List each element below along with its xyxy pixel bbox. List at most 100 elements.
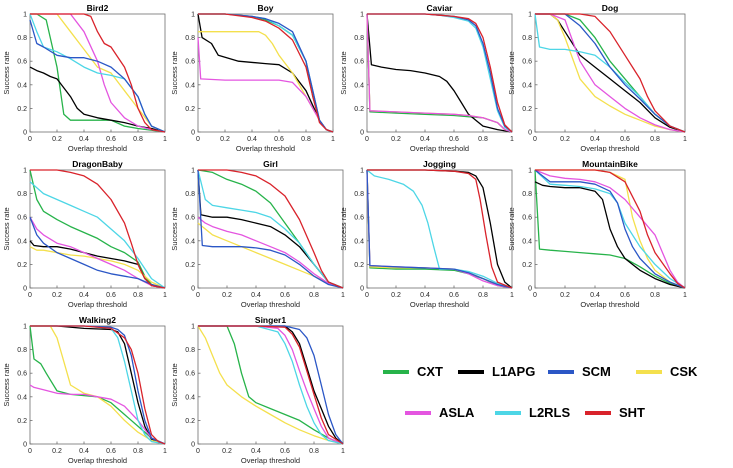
x-axis-label: Overlap threshold — [68, 300, 127, 309]
y-axis-label: Success rate — [339, 207, 348, 250]
x-tick-label: 0.6 — [280, 292, 290, 299]
y-tick-label: 0 — [23, 442, 27, 449]
series-line-scm — [29, 19, 166, 133]
x-tick-label: 0.2 — [222, 448, 232, 455]
legend-swatch — [405, 410, 431, 415]
y-tick-label: 0.2 — [185, 418, 195, 425]
x-tick-label: 0.4 — [79, 136, 89, 143]
x-tick-label: 0.8 — [133, 448, 143, 455]
y-tick-label: 0.8 — [185, 35, 195, 42]
y-tick-label: 0 — [191, 286, 195, 293]
x-tick-label: 0.4 — [247, 136, 257, 143]
subplot-title: MountainBike — [582, 159, 638, 169]
y-tick-label: 0.2 — [522, 106, 532, 113]
x-tick-label: 0.2 — [391, 136, 401, 143]
y-tick-label: 0.8 — [185, 191, 195, 198]
y-tick-label: 0.6 — [185, 371, 195, 378]
legend-label: SHT — [619, 405, 645, 420]
y-tick-label: 0.2 — [17, 418, 27, 425]
y-tick-label: 0 — [23, 286, 27, 293]
legend-label: SCM — [582, 364, 611, 379]
x-tick-label: 0.6 — [106, 448, 116, 455]
subplot-mountainbike: 0 0.2 0.4 0.6 0.8 1 0 0.2 0.4 0.6 0.8 1 MountainBike… — [507, 159, 687, 309]
y-axis-label: Success rate — [2, 363, 11, 406]
y-tick-label: 0.2 — [354, 262, 364, 269]
series-line-csk — [535, 13, 686, 133]
x-axis-label: Overlap threshold — [580, 144, 639, 153]
y-tick-label: 1 — [528, 168, 532, 175]
x-tick-label: 0.6 — [449, 136, 459, 143]
y-tick-label: 0.8 — [522, 191, 532, 198]
subplot-singer1: 0 0.2 0.4 0.6 0.8 1 0 0.2 0.4 0.6 0.8 1 Singer1 Overl… — [170, 315, 345, 465]
x-tick-label: 0.6 — [620, 292, 630, 299]
y-tick-label: 0 — [360, 130, 364, 137]
legend-item-l1apg: L1APG — [458, 364, 535, 379]
x-tick-label: 0.6 — [106, 136, 116, 143]
x-tick-label: 0.4 — [590, 136, 600, 143]
x-tick-label: 0.6 — [106, 292, 116, 299]
y-tick-label: 0.6 — [522, 215, 532, 222]
y-tick-label: 1 — [23, 12, 27, 19]
x-tick-label: 0.8 — [478, 136, 488, 143]
y-tick-label: 0.8 — [354, 191, 364, 198]
series-line-csk — [29, 246, 166, 289]
y-tick-label: 0.4 — [185, 82, 195, 89]
series-line-sht — [30, 13, 166, 133]
series-line-sht — [535, 13, 686, 133]
series-line-asla — [366, 13, 513, 133]
x-tick-label: 0.4 — [251, 448, 261, 455]
x-tick-label: 0.6 — [274, 136, 284, 143]
x-axis-label: Overlap threshold — [68, 144, 127, 153]
legend-item-csk: CSK — [636, 364, 697, 379]
series-line-sht — [198, 325, 344, 445]
y-tick-label: 0 — [23, 130, 27, 137]
x-tick-label: 0 — [533, 136, 537, 143]
subplot-bird2: 0 0.2 0.4 0.6 0.8 1 0 0.2 0.4 0.6 0.8 1 Bird2 Overlap… — [2, 3, 167, 153]
legend-item-sht: SHT — [585, 405, 645, 420]
subplot-title: Walking2 — [79, 315, 116, 325]
subplot-jogging: 0 0.2 0.4 0.6 0.8 1 0 0.2 0.4 0.6 0.8 1 Jogging Overl… — [339, 159, 514, 309]
series-line-asla — [29, 384, 166, 445]
series-line-sht — [198, 13, 334, 133]
y-tick-label: 1 — [360, 12, 364, 19]
y-tick-label: 0.6 — [522, 59, 532, 66]
legend-item-scm: SCM — [548, 364, 611, 379]
y-tick-label: 0.6 — [354, 59, 364, 66]
y-tick-label: 0.8 — [17, 35, 27, 42]
x-tick-label: 0.8 — [650, 136, 660, 143]
legend-label: ASLA — [439, 405, 475, 420]
y-tick-label: 1 — [23, 168, 27, 175]
subplot-title: Caviar — [427, 3, 454, 13]
x-tick-label: 0 — [196, 136, 200, 143]
legend-swatch — [495, 410, 521, 415]
x-tick-label: 1 — [510, 136, 514, 143]
x-axis-label: Overlap threshold — [410, 144, 469, 153]
series-line-l1apg — [30, 325, 166, 445]
legend-swatch — [458, 369, 484, 374]
legend-swatch — [548, 369, 574, 374]
y-tick-label: 0.6 — [185, 59, 195, 66]
series-line-asla — [534, 169, 686, 289]
subplot-title: Boy — [257, 3, 273, 13]
x-axis-label: Overlap threshold — [236, 144, 295, 153]
subplot-title: Jogging — [423, 159, 456, 169]
y-tick-label: 0.8 — [17, 191, 27, 198]
subplot-title: Bird2 — [87, 3, 109, 13]
x-tick-label: 0 — [196, 292, 200, 299]
y-tick-label: 0 — [360, 286, 364, 293]
y-axis-label: Success rate — [2, 51, 11, 94]
y-tick-label: 1 — [191, 12, 195, 19]
x-tick-label: 0.8 — [133, 292, 143, 299]
x-tick-label: 0.6 — [449, 292, 459, 299]
y-axis-label: Success rate — [2, 207, 11, 250]
subplot-dragonbaby: 0 0.2 0.4 0.6 0.8 1 0 0.2 0.4 0.6 0.8 1 DragonBaby Ov… — [2, 159, 167, 309]
plot-frame — [534, 13, 686, 133]
x-tick-label: 0 — [28, 136, 32, 143]
series-line-scm — [366, 169, 513, 289]
y-tick-label: 0.2 — [522, 262, 532, 269]
x-tick-label: 0 — [196, 448, 200, 455]
y-tick-label: 0.6 — [17, 371, 27, 378]
x-tick-label: 0.8 — [133, 136, 143, 143]
legend-swatch — [383, 369, 409, 374]
x-tick-label: 0.2 — [52, 448, 62, 455]
